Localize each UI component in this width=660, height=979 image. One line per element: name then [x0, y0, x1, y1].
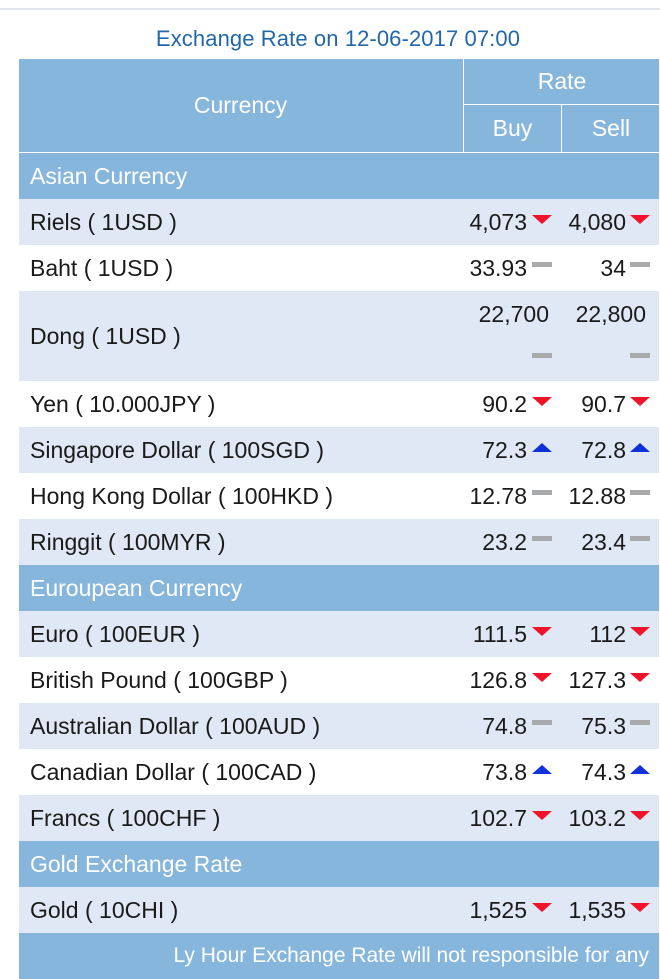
down-arrow-icon	[532, 810, 552, 820]
buy-value: 126.8	[469, 666, 527, 693]
buy-value: 33.93	[469, 254, 527, 281]
currency-name: Gold ( 10CHI )	[30, 896, 179, 923]
header-divider	[19, 152, 659, 153]
down-arrow-icon	[630, 902, 650, 912]
flat-dash-icon	[532, 261, 552, 267]
down-arrow-icon	[630, 214, 650, 224]
flat-dash-icon	[630, 719, 650, 725]
buy-value: 1,525	[469, 896, 527, 923]
section-european-currency: Euroupean Currency	[19, 565, 659, 611]
sell-value: 23.4	[581, 528, 626, 555]
currency-name: Riels ( 1USD )	[30, 208, 177, 235]
table-row: Dong ( 1USD ) 22,700 22,800	[19, 291, 659, 381]
flat-dash-icon	[532, 535, 552, 541]
buy-value: 111.5	[472, 620, 527, 647]
currency-name: Ringgit ( 100MYR )	[30, 528, 226, 555]
buy-value: 102.7	[469, 804, 527, 831]
table-row: Yen ( 10.000JPY ) 90.2 90.7	[19, 381, 659, 427]
section-gold-exchange-rate: Gold Exchange Rate	[19, 841, 659, 887]
header-currency: Currency	[193, 92, 288, 118]
buy-value: 23.2	[482, 528, 527, 555]
up-arrow-icon	[630, 442, 650, 452]
buy-value: 4,073	[469, 208, 527, 235]
buy-value: 22,700	[478, 300, 549, 327]
sell-value: 103.2	[568, 804, 626, 831]
currency-name: Hong Kong Dollar ( 100HKD )	[30, 482, 333, 509]
flat-dash-icon	[532, 352, 552, 358]
table-row: Hong Kong Dollar ( 100HKD ) 12.78 12.88	[19, 473, 659, 519]
header-rate: Rate	[463, 59, 660, 105]
currency-name: Euro ( 100EUR )	[30, 620, 201, 647]
header-buy: Buy	[463, 105, 561, 152]
table-header: Currency Rate Buy Sell	[19, 59, 660, 152]
top-divider	[0, 8, 660, 10]
currency-name: Singapore Dollar ( 100SGD )	[30, 436, 325, 463]
down-arrow-icon	[630, 626, 650, 636]
buy-value: 12.78	[469, 482, 527, 509]
sell-value: 1,535	[568, 896, 626, 923]
table-row: Singapore Dollar ( 100SGD ) 72.3 72.8	[19, 427, 659, 473]
table-row: Riels ( 1USD ) 4,073 4,080	[19, 199, 659, 245]
sell-value: 90.7	[581, 390, 626, 417]
flat-dash-icon	[532, 719, 552, 725]
buy-value: 73.8	[482, 758, 527, 785]
table-row: Canadian Dollar ( 100CAD ) 73.8 74.3	[19, 749, 659, 795]
down-arrow-icon	[630, 672, 650, 682]
header-sell: Sell	[561, 105, 660, 152]
section-asian-currency: Asian Currency	[19, 153, 659, 199]
currency-name: Baht ( 1USD )	[30, 254, 174, 281]
buy-value: 90.2	[482, 390, 527, 417]
flat-dash-icon	[532, 489, 552, 495]
currency-name: Australian Dollar ( 100AUD )	[30, 712, 321, 739]
down-arrow-icon	[532, 902, 552, 912]
flat-dash-icon	[630, 261, 650, 267]
down-arrow-icon	[630, 396, 650, 406]
up-arrow-icon	[532, 442, 552, 452]
currency-name: Canadian Dollar ( 100CAD )	[30, 758, 317, 785]
disclaimer-footer: Ly Hour Exchange Rate will not responsib…	[19, 933, 659, 979]
table-row: Baht ( 1USD ) 33.93 34	[19, 245, 659, 291]
sell-value: 12.88	[568, 482, 626, 509]
flat-dash-icon	[630, 352, 650, 358]
down-arrow-icon	[630, 810, 650, 820]
sell-value: 34	[600, 254, 626, 281]
down-arrow-icon	[532, 396, 552, 406]
currency-name: British Pound ( 100GBP )	[30, 666, 288, 693]
sell-value: 4,080	[568, 208, 626, 235]
flat-dash-icon	[630, 489, 650, 495]
currency-name: Yen ( 10.000JPY )	[30, 390, 216, 417]
sell-value: 74.3	[581, 758, 626, 785]
buy-value: 74.8	[482, 712, 527, 739]
table-row: Euro ( 100EUR ) 111.5 112	[19, 611, 659, 657]
sell-value: 127.3	[568, 666, 626, 693]
table-row: British Pound ( 100GBP ) 126.8 127.3	[19, 657, 659, 703]
table-row: Australian Dollar ( 100AUD ) 74.8 75.3	[19, 703, 659, 749]
currency-name: Francs ( 100CHF )	[30, 804, 221, 831]
table-row: Gold ( 10CHI ) 1,525 1,535	[19, 887, 659, 933]
up-arrow-icon	[532, 764, 552, 774]
down-arrow-icon	[532, 626, 552, 636]
table-row: Francs ( 100CHF ) 102.7 103.2	[19, 795, 659, 841]
sell-value: 112	[589, 620, 626, 647]
currency-name: Dong ( 1USD )	[30, 322, 181, 349]
sell-value: 22,800	[575, 300, 646, 327]
sell-value: 72.8	[581, 436, 626, 463]
buy-value: 72.3	[482, 436, 527, 463]
table-row: Ringgit ( 100MYR ) 23.2 23.4	[19, 519, 659, 565]
down-arrow-icon	[532, 214, 552, 224]
down-arrow-icon	[532, 672, 552, 682]
up-arrow-icon	[630, 764, 650, 774]
exchange-rate-table: Currency Rate Buy Sell Asian Currency Ri…	[19, 59, 660, 979]
sell-value: 75.3	[581, 712, 626, 739]
page-title: Exchange Rate on 12-06-2017 07:00	[155, 26, 521, 51]
flat-dash-icon	[630, 535, 650, 541]
